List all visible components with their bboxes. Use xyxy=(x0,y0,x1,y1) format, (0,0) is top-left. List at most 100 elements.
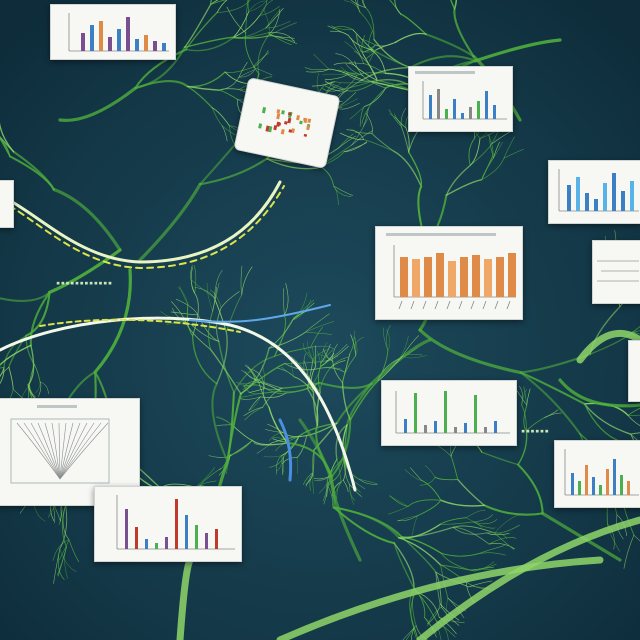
tree-branch xyxy=(59,422,88,480)
vein-branch xyxy=(221,125,228,142)
vein-branch xyxy=(258,380,283,389)
vein-branch xyxy=(440,517,467,525)
vein-branch xyxy=(251,439,289,446)
bar-mark xyxy=(592,477,595,495)
tree-branch xyxy=(44,422,61,480)
vein-branch xyxy=(199,468,221,486)
scatter-mark xyxy=(296,114,301,121)
vein-branch xyxy=(305,471,314,487)
vein-branch xyxy=(363,87,387,108)
scatter-mark xyxy=(291,128,295,134)
vein-branch xyxy=(424,465,436,478)
vein-branch xyxy=(607,523,620,552)
vein-branch xyxy=(452,526,488,535)
bar-mark xyxy=(585,193,589,211)
scatter-mark xyxy=(287,117,292,124)
vein-branch xyxy=(0,366,10,377)
bar-mark xyxy=(153,41,157,51)
vein-branch xyxy=(263,455,283,458)
bar-mark xyxy=(620,475,623,495)
vein-branch xyxy=(375,41,396,51)
bar-mark xyxy=(126,17,130,51)
vein-branch xyxy=(349,484,355,501)
vein-branch xyxy=(238,62,248,78)
vein-branch xyxy=(393,542,417,593)
vein-branch xyxy=(311,345,317,367)
vein-branch xyxy=(243,384,257,395)
vein-branch xyxy=(309,474,314,491)
vein-branch xyxy=(265,9,281,29)
tick-mark xyxy=(422,300,427,310)
vein-branch xyxy=(362,108,369,127)
vein-branch xyxy=(472,519,498,525)
vein-branch xyxy=(302,471,314,485)
vein-branch xyxy=(465,517,483,528)
vein-branch xyxy=(468,137,476,166)
vein-branch xyxy=(440,499,485,507)
vein-branch xyxy=(440,552,471,571)
vein-branch xyxy=(303,360,308,375)
vein-branch xyxy=(404,469,422,481)
vein-branch xyxy=(212,282,220,312)
vein-branch xyxy=(457,478,485,507)
vein-branch xyxy=(248,0,266,12)
cable-label-right: ▪▪▪▪▪▪ xyxy=(521,427,550,435)
vein-branch xyxy=(238,69,256,78)
scatter-mark xyxy=(261,107,267,114)
vein-branch xyxy=(361,66,411,81)
vein-branch xyxy=(276,455,283,475)
vein-branch xyxy=(191,279,215,298)
vein-branch xyxy=(329,475,362,562)
chart-card-top-right xyxy=(408,66,513,132)
chart-card-bottom-center xyxy=(94,486,242,562)
vein-branch xyxy=(445,178,483,196)
vein-branch xyxy=(47,248,122,294)
vein-branch xyxy=(361,108,369,124)
vein-branch xyxy=(339,132,365,141)
bar-mark xyxy=(627,481,630,495)
vein-branch xyxy=(343,458,351,486)
vein-branch xyxy=(305,68,330,73)
vein-branch xyxy=(216,330,228,385)
tree-branch xyxy=(59,422,109,480)
scatter-mark xyxy=(276,113,281,120)
chart-card-far-right xyxy=(592,240,640,304)
vein-branch xyxy=(356,34,364,55)
vein-branch xyxy=(68,539,80,563)
vein-branch xyxy=(346,80,379,92)
vein-branch xyxy=(333,185,353,196)
branching-diagram-icon xyxy=(10,405,110,484)
bar-mark xyxy=(434,421,437,433)
vein-branch xyxy=(268,456,284,468)
vein-branch xyxy=(292,292,308,321)
bar-mark xyxy=(436,253,444,297)
vein-branch xyxy=(627,414,640,427)
vein-branch xyxy=(320,342,328,364)
chart-card-center-right xyxy=(375,226,523,320)
vein-branch xyxy=(241,266,253,295)
bar-mark xyxy=(135,527,138,549)
vein-branch xyxy=(276,455,283,472)
tick-mark xyxy=(482,300,487,310)
tree-branch xyxy=(59,422,95,480)
vein-branch xyxy=(359,106,365,127)
vein-branch xyxy=(211,107,231,127)
vein-branch xyxy=(338,135,356,149)
vein-branch xyxy=(245,0,249,34)
vein-branch xyxy=(257,380,270,408)
vein-branch xyxy=(623,534,635,569)
bar-mark xyxy=(195,525,198,549)
vein-branch xyxy=(452,526,490,545)
vein-branch xyxy=(452,525,496,534)
vein-branch xyxy=(361,0,366,8)
vein-branch xyxy=(486,532,510,536)
cable-label-left: ▪▪▪▪▪▪▪▪▪▪▪▪ xyxy=(56,279,113,287)
vein-branch xyxy=(558,378,640,408)
bar-mark xyxy=(578,481,581,495)
vein-branch xyxy=(264,387,287,395)
vein-branch xyxy=(607,523,615,550)
vein-branch xyxy=(523,386,528,406)
tree-branch xyxy=(59,422,81,480)
vein-branch xyxy=(283,288,285,316)
vein-branch xyxy=(312,348,329,361)
